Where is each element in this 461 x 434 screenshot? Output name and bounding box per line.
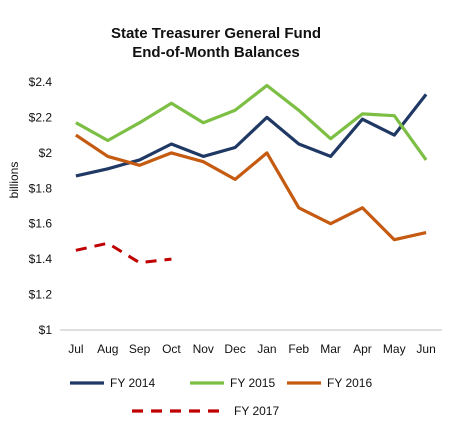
series-lines xyxy=(75,83,428,265)
y-tick-label: $1.4 xyxy=(29,252,53,266)
legend-fy-2017-label: FY 2017 xyxy=(234,404,279,418)
y-axis-label: billions xyxy=(7,162,21,199)
x-tick-label: Mar xyxy=(320,342,341,356)
legend-fy-2016-label: FY 2016 xyxy=(327,376,372,390)
legend-fy-2014-label: FY 2014 xyxy=(110,376,155,390)
y-tick-label: $1.8 xyxy=(29,181,53,195)
y-tick-label: $2.4 xyxy=(29,75,53,89)
chart-title: State Treasurer General Fund xyxy=(111,25,321,42)
y-tick-label: $1.6 xyxy=(29,217,53,231)
y-tick-label: $2 xyxy=(39,146,53,160)
x-tick-label: Sep xyxy=(129,342,151,356)
x-tick-label: Apr xyxy=(353,342,372,356)
x-axis-ticks: Jul Aug Sep Oct Nov Dec Jan Feb Mar Apr May Jun xyxy=(68,342,436,356)
legend: FY 2014 FY 2015 FY 2016 FY 2017 xyxy=(70,376,372,418)
x-tick-label: Dec xyxy=(224,342,245,356)
x-tick-label: Nov xyxy=(193,342,214,356)
x-tick-label: Aug xyxy=(97,342,118,356)
x-tick-label: May xyxy=(383,342,406,356)
series-line-fy-2016 xyxy=(75,133,427,242)
x-tick-label: Jan xyxy=(257,342,276,356)
y-tick-label: $2.2 xyxy=(29,110,53,124)
series-line-fy-2014 xyxy=(75,93,428,178)
y-tick-label: $1 xyxy=(39,323,53,337)
series-line-fy-2015 xyxy=(75,83,428,161)
legend-fy-2015-label: FY 2015 xyxy=(230,376,275,390)
y-tick-label: $1.2 xyxy=(29,288,53,302)
chart-subtitle: End-of-Month Balances xyxy=(132,44,300,61)
y-axis-ticks: $1 $1.2 $1.4 $1.6 $1.8 $2 $2.2 $2.4 xyxy=(29,75,53,337)
x-tick-label: Jul xyxy=(68,342,83,356)
x-tick-label: Oct xyxy=(162,342,181,356)
x-tick-label: Feb xyxy=(288,342,309,356)
series-line-fy-2017 xyxy=(75,241,172,265)
x-tick-label: Jun xyxy=(416,342,435,356)
